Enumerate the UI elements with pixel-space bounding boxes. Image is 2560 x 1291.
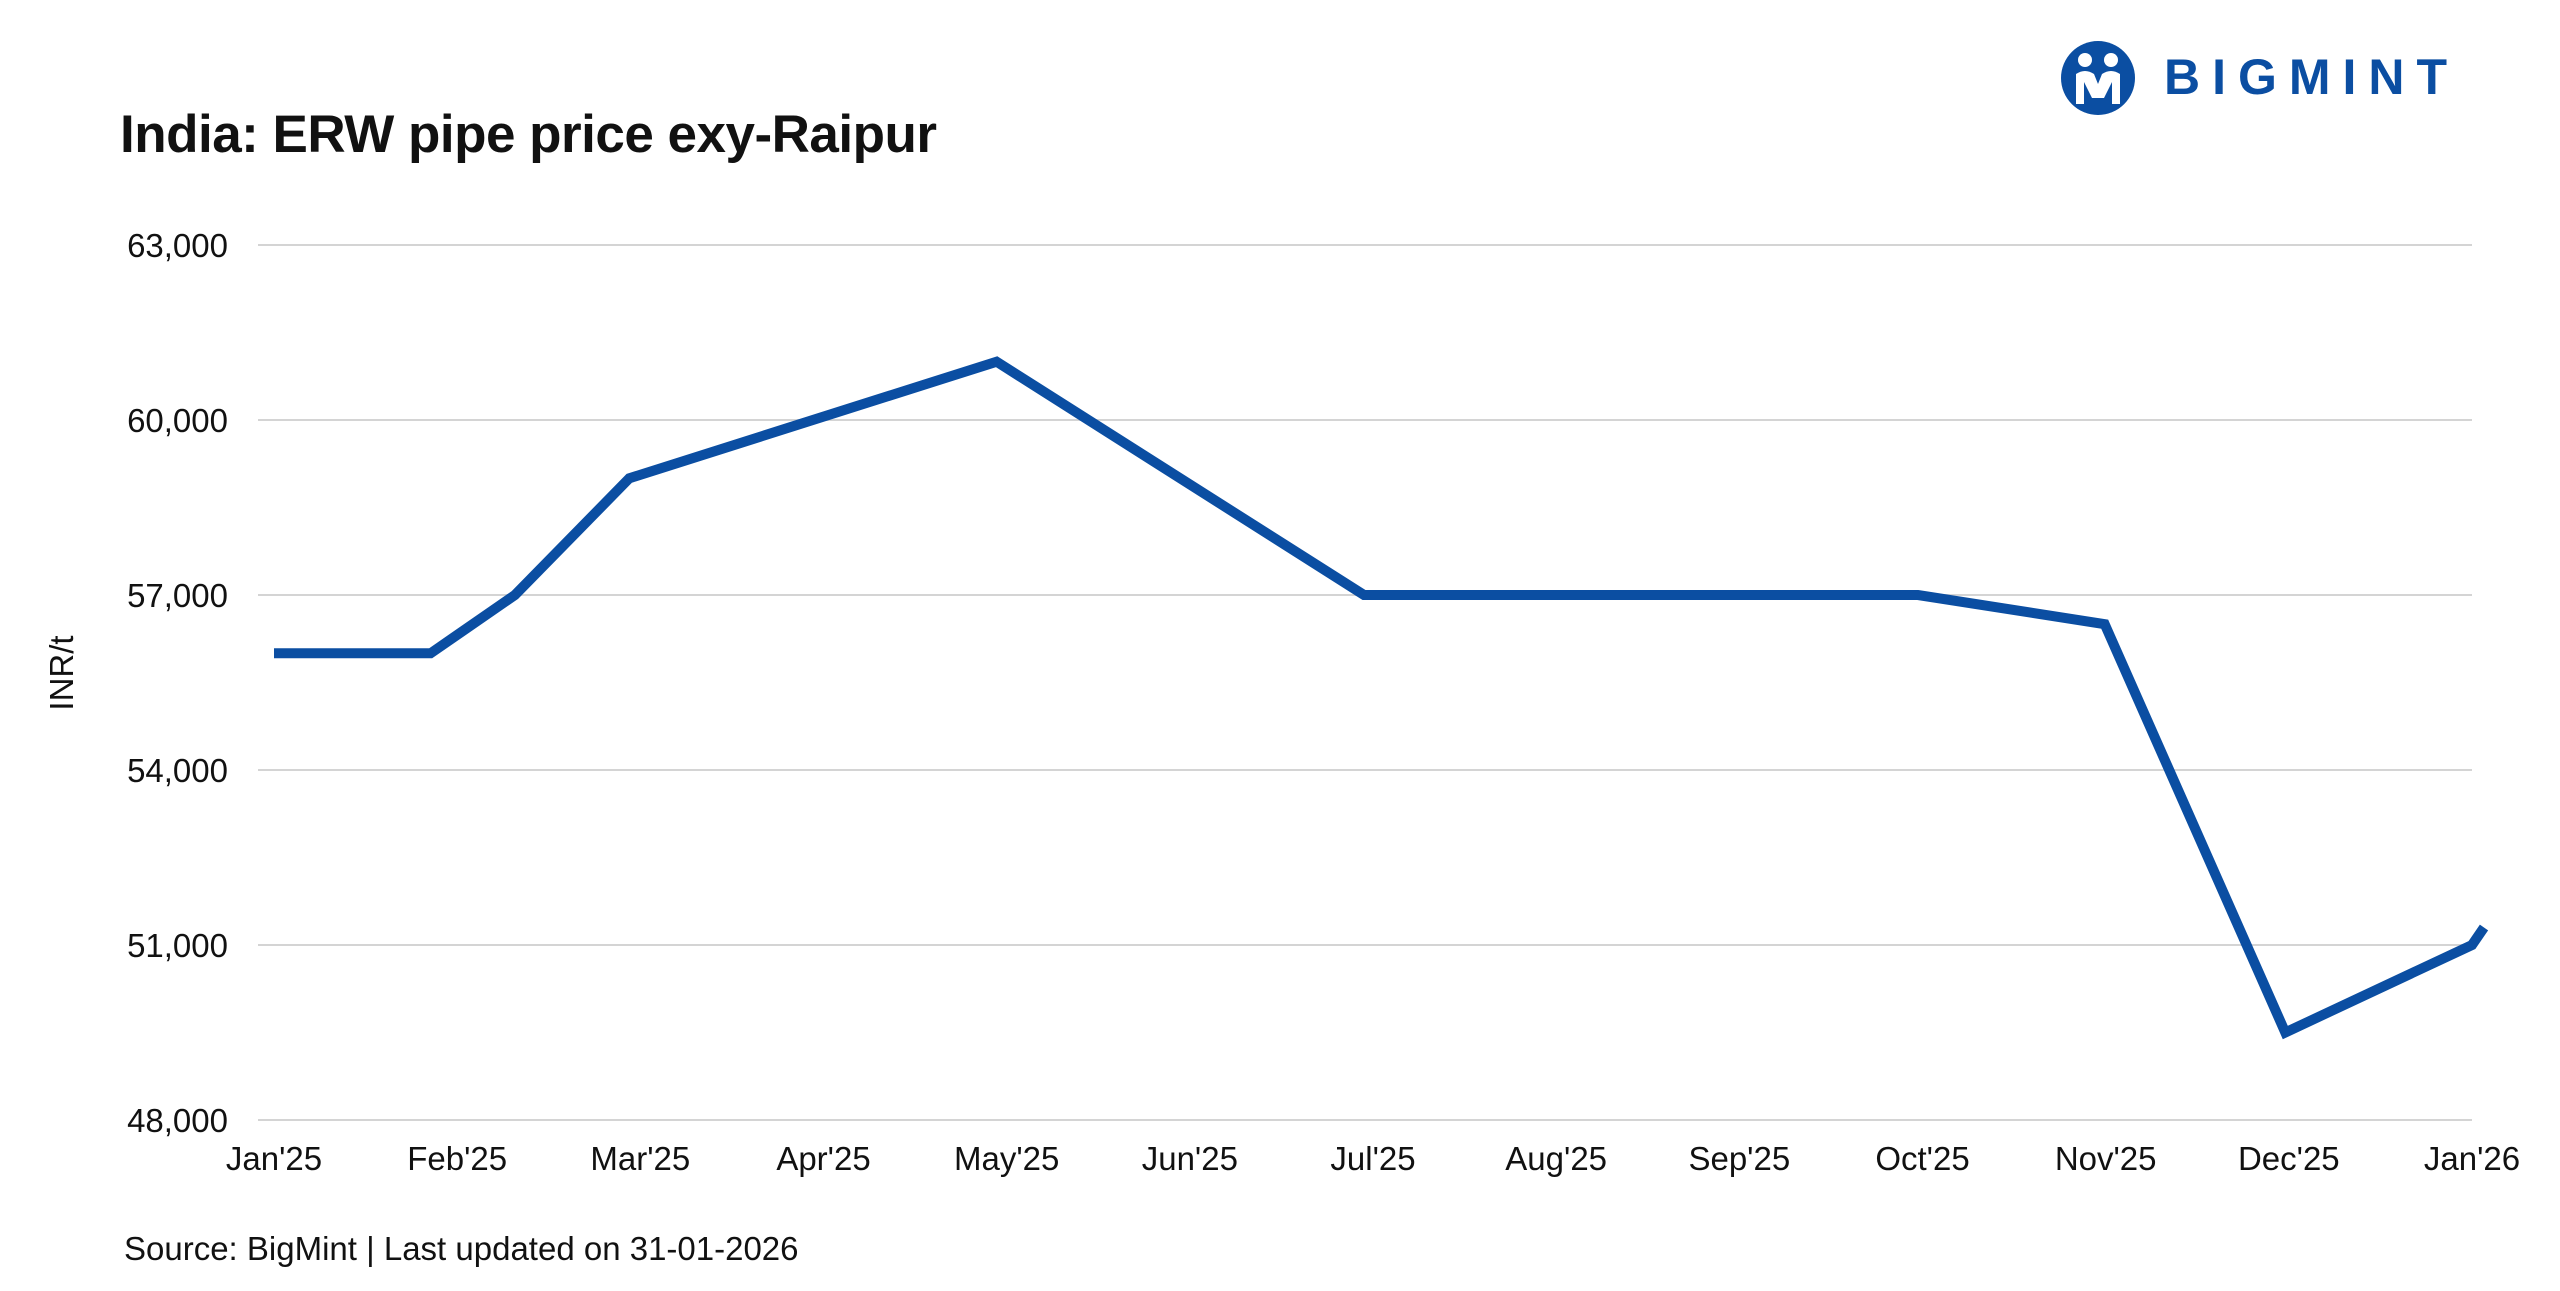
x-tick-label: Mar'25 bbox=[590, 1140, 690, 1177]
x-tick-label: Aug'25 bbox=[1505, 1140, 1607, 1177]
brand-name: BIGMINT bbox=[2164, 49, 2460, 105]
x-tick-label: Jun'25 bbox=[1142, 1140, 1238, 1177]
y-tick-label: 48,000 bbox=[127, 1102, 228, 1139]
series-line bbox=[274, 356, 2489, 1040]
x-tick-label: Feb'25 bbox=[407, 1140, 507, 1177]
y-axis-ticks: 48,000 51,000 54,000 57,000 60,000 63,000 bbox=[127, 227, 228, 1139]
y-tick-label: 51,000 bbox=[127, 927, 228, 964]
bigmint-logo-mark-icon bbox=[2061, 41, 2135, 115]
gridlines bbox=[258, 244, 2472, 1121]
source-note: Source: BigMint | Last updated on 31-01-… bbox=[124, 1230, 799, 1267]
y-tick-label: 57,000 bbox=[127, 577, 228, 614]
y-axis-title: INR/t bbox=[43, 635, 80, 710]
x-tick-label: Nov'25 bbox=[2055, 1140, 2157, 1177]
x-tick-label: Oct'25 bbox=[1875, 1140, 1969, 1177]
bigmint-logo: BIGMINT bbox=[2058, 38, 2466, 118]
x-tick-label: Jul'25 bbox=[1330, 1140, 1415, 1177]
x-tick-label: Apr'25 bbox=[776, 1140, 870, 1177]
y-tick-label: 63,000 bbox=[127, 227, 228, 264]
x-tick-label: Jan'26 bbox=[2424, 1140, 2520, 1177]
x-tick-label: Dec'25 bbox=[2238, 1140, 2340, 1177]
y-tick-label: 60,000 bbox=[127, 402, 228, 439]
x-tick-label: Jan'25 bbox=[226, 1140, 322, 1177]
chart-title: India: ERW pipe price exy-Raipur bbox=[120, 105, 937, 164]
x-axis-ticks: Jan'25 Feb'25 Mar'25 Apr'25 May'25 Jun'25 Jul'… bbox=[226, 1140, 2520, 1177]
x-tick-label: May'25 bbox=[954, 1140, 1059, 1177]
y-tick-label: 54,000 bbox=[127, 752, 228, 789]
x-tick-label: Sep'25 bbox=[1688, 1140, 1790, 1177]
series-layer bbox=[274, 356, 2489, 1040]
